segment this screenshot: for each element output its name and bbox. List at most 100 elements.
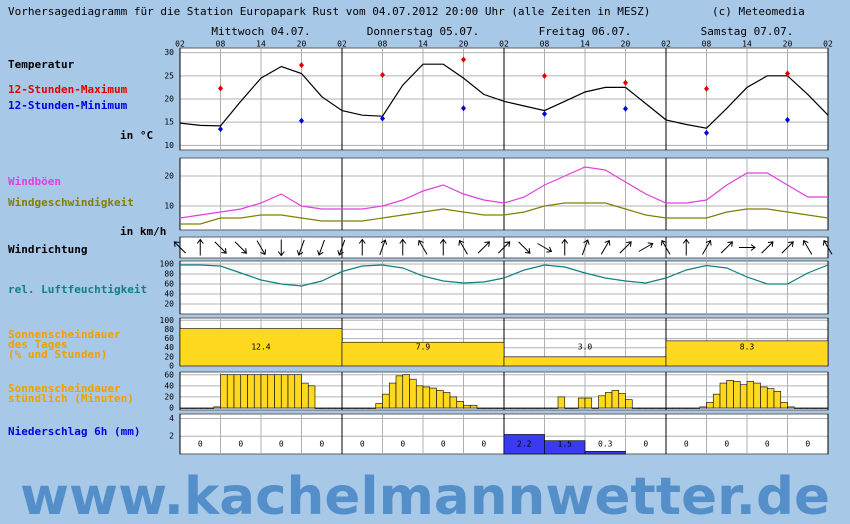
bar-label: 1.5	[558, 440, 573, 449]
arrow-shape	[277, 239, 285, 257]
y-tick-label: 25	[164, 71, 174, 80]
hour-label: 02	[661, 40, 671, 49]
bar	[665, 340, 829, 367]
bar	[820, 407, 829, 409]
hour-label: 08	[378, 40, 388, 49]
bar	[625, 399, 633, 409]
bar	[510, 407, 518, 409]
hour-label: 02	[823, 40, 833, 49]
hour-label: 02	[337, 40, 347, 49]
arrow-shape	[296, 239, 305, 256]
wind-arrow	[581, 239, 590, 256]
bar	[213, 406, 221, 409]
bar-label: 0	[643, 440, 648, 449]
arrow-shape	[761, 241, 774, 254]
bar	[611, 389, 620, 409]
wind-arrow	[638, 242, 654, 252]
hour-label: 20	[621, 40, 631, 49]
panel-label: Sonnenscheindauer	[8, 382, 121, 395]
y-tick-label: 30	[164, 48, 174, 57]
watermark: www.kachelmannwetter.de	[20, 467, 830, 524]
legend-label: Windböen	[8, 175, 61, 188]
hour-label: 08	[216, 40, 226, 49]
wind-arrow	[561, 238, 569, 256]
hour-label: 08	[702, 40, 712, 49]
marker	[461, 105, 466, 112]
wind-arrow	[399, 238, 407, 256]
bar	[706, 402, 714, 409]
bar-label: 0	[441, 440, 446, 449]
marker	[218, 126, 223, 133]
bar	[253, 374, 262, 409]
arrow-shape	[317, 239, 325, 256]
arrow-shape	[196, 238, 204, 256]
bar	[760, 386, 768, 409]
bar-label: 0	[805, 440, 810, 449]
unit-label: in km/h	[120, 225, 166, 238]
bar	[355, 407, 363, 409]
arrow-shape	[781, 241, 794, 254]
wind-arrow	[173, 241, 187, 254]
hour-label: 14	[256, 40, 266, 49]
bar	[517, 407, 525, 409]
arrow-shape	[417, 239, 428, 255]
panel-label: Sonnenscheindauer	[8, 328, 121, 341]
bar	[334, 407, 343, 409]
bar	[733, 381, 741, 409]
wind-arrow	[537, 243, 553, 253]
y-tick-label: 40	[164, 343, 174, 352]
bar	[652, 407, 660, 409]
hour-label: 14	[418, 40, 428, 49]
bar	[631, 407, 640, 409]
arrow-shape	[358, 238, 366, 256]
bar	[483, 407, 491, 409]
bar	[314, 407, 323, 409]
marker	[704, 85, 709, 92]
bar	[550, 407, 559, 409]
y-tick-label: 4	[169, 414, 174, 423]
day-label: Freitag 06.07.	[539, 25, 632, 38]
arrow-shape	[256, 240, 267, 256]
marker	[785, 116, 790, 123]
wind-arrow	[477, 241, 490, 254]
arrow-shape	[702, 239, 712, 255]
y-tick-label: 40	[164, 381, 174, 390]
bar	[719, 382, 728, 409]
legend-label: rel. Luftfeuchtigkeit	[8, 283, 147, 296]
marker	[623, 105, 628, 112]
bar	[800, 407, 809, 409]
wind-arrow	[822, 239, 833, 255]
bar	[496, 407, 505, 409]
bar	[226, 374, 235, 409]
hour-label: 08	[540, 40, 550, 49]
wind-arrow	[458, 239, 468, 255]
bar	[753, 382, 761, 409]
marker	[704, 129, 709, 136]
bar	[658, 407, 667, 409]
marker	[461, 56, 466, 63]
bar	[395, 375, 404, 409]
wind-arrow	[720, 241, 733, 254]
marker	[785, 70, 790, 77]
hour-label: 20	[783, 40, 793, 49]
bar	[571, 407, 579, 409]
wind-arrow	[214, 241, 227, 254]
title: Vorhersagediagramm für die Station Europ…	[8, 5, 650, 18]
arrow-shape	[720, 241, 733, 254]
marker	[380, 115, 385, 122]
bar	[577, 397, 586, 409]
y-tick-label: 60	[164, 370, 174, 379]
bar	[388, 382, 397, 409]
bar-label: 12.4	[251, 343, 270, 352]
arrow-shape	[214, 241, 227, 254]
wind-arrow	[761, 241, 774, 254]
day-label: Samstag 07.07.	[701, 25, 794, 38]
marker	[299, 62, 304, 69]
bar	[301, 382, 309, 409]
bar	[645, 407, 653, 409]
hour-label: 20	[297, 40, 307, 49]
bar	[598, 395, 606, 409]
y-tick-label: 15	[164, 118, 174, 127]
wind-arrow	[518, 241, 531, 254]
